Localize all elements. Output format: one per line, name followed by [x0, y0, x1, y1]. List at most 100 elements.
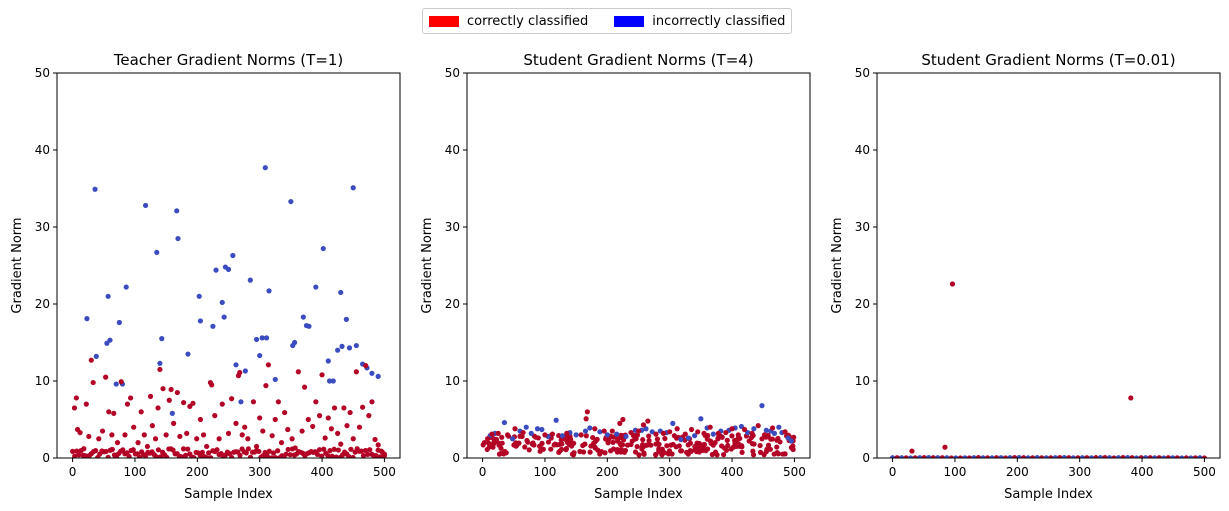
point-correct	[719, 434, 725, 440]
point-correct	[617, 420, 623, 426]
point-correct	[266, 448, 272, 454]
point-correct	[712, 449, 719, 455]
y-tick-label: 0	[42, 451, 50, 465]
point-correct	[369, 399, 375, 405]
legend-item-incorrect: incorrectly classified	[614, 14, 785, 29]
point-incorrect	[1097, 455, 1104, 458]
point-correct	[103, 448, 109, 455]
point-correct	[174, 389, 180, 396]
point-incorrect	[225, 266, 232, 272]
point-correct	[668, 442, 674, 448]
legend: correctly classified incorrectly classif…	[422, 8, 793, 34]
point-correct	[153, 454, 159, 458]
x-tick-label: 500	[783, 465, 806, 479]
point-correct	[285, 426, 291, 433]
point-correct	[316, 447, 323, 453]
x-tick-label: 300	[248, 465, 271, 479]
y-axis-label: Gradient Norm	[420, 217, 435, 313]
point-correct	[219, 401, 225, 407]
y-tick-label: 30	[35, 220, 50, 234]
y-tick-label: 10	[35, 374, 50, 388]
point-correct	[678, 448, 685, 454]
chart-title: Teacher Gradient Norms (T=1)	[113, 51, 343, 69]
point-incorrect	[710, 431, 716, 437]
point-correct	[568, 436, 574, 442]
points-layer	[69, 165, 388, 458]
subplot-student-t4: Student Gradient Norms (T=4)0 100 200 300 40…	[420, 51, 811, 502]
point-incorrect	[185, 351, 191, 357]
point-correct	[1174, 455, 1180, 458]
point-correct	[1102, 455, 1108, 458]
point-incorrect	[159, 336, 165, 342]
point-correct	[749, 430, 755, 436]
point-correct	[373, 453, 379, 458]
point-correct	[643, 442, 649, 448]
point-correct	[194, 436, 200, 442]
y-tick-label: 50	[855, 66, 870, 80]
point-incorrect	[509, 436, 516, 442]
point-correct	[498, 450, 504, 456]
y-tick-label: 50	[35, 66, 50, 80]
point-incorrect	[899, 455, 905, 458]
point-incorrect	[330, 378, 336, 384]
point-correct	[481, 440, 488, 446]
point-incorrect	[1052, 455, 1058, 458]
point-correct	[282, 409, 288, 416]
point-correct	[930, 455, 936, 458]
y-tick-label: 20	[855, 297, 870, 311]
point-correct	[93, 448, 99, 454]
point-incorrect	[917, 455, 923, 458]
y-tick-label: 40	[855, 143, 870, 157]
point-incorrect	[219, 299, 225, 306]
point-incorrect	[369, 370, 375, 376]
point-correct	[226, 451, 233, 457]
point-incorrect	[539, 426, 545, 433]
point-correct	[687, 448, 693, 454]
point-correct	[197, 416, 204, 423]
point-correct	[610, 439, 616, 445]
point-correct	[278, 440, 285, 446]
point-correct	[949, 281, 956, 287]
point-correct	[671, 433, 677, 439]
point-incorrect	[971, 455, 977, 458]
point-correct	[594, 436, 600, 442]
point-correct	[634, 443, 640, 450]
point-correct	[526, 447, 532, 453]
point-incorrect	[93, 353, 99, 359]
y-tick-label: 10	[855, 374, 870, 388]
x-tick-label: 500	[1193, 465, 1216, 479]
point-incorrect	[604, 432, 610, 438]
point-correct	[520, 429, 526, 436]
x-tick-label: 0	[69, 465, 77, 479]
point-correct	[1165, 455, 1171, 458]
point-correct	[264, 453, 270, 458]
point-correct	[157, 366, 163, 373]
x-tick-label: 400	[721, 465, 744, 479]
point-incorrect	[262, 165, 268, 171]
point-incorrect	[338, 289, 344, 296]
point-correct	[377, 454, 383, 458]
point-correct	[755, 423, 761, 429]
point-correct	[774, 449, 780, 456]
x-tick-label: 200	[596, 465, 619, 479]
point-correct	[191, 455, 197, 458]
point-correct	[346, 454, 352, 458]
point-correct	[582, 441, 588, 447]
point-correct	[245, 446, 251, 452]
point-correct	[592, 426, 598, 432]
axes-frame	[466, 72, 811, 459]
x-tick-label: 500	[373, 465, 396, 479]
point-correct	[697, 443, 703, 449]
point-correct	[1147, 455, 1153, 458]
point-correct	[242, 424, 248, 430]
point-incorrect	[292, 339, 298, 346]
point-incorrect	[272, 376, 278, 383]
subplot-student-t001: Student Gradient Norms (T=0.01)0 100 200 30…	[830, 51, 1221, 502]
point-correct	[710, 442, 716, 448]
point-correct	[769, 425, 776, 431]
point-correct	[759, 436, 765, 442]
point-correct	[316, 413, 323, 419]
point-correct	[495, 430, 501, 436]
y-tick-label: 40	[35, 143, 50, 157]
points-layer	[889, 281, 1208, 458]
